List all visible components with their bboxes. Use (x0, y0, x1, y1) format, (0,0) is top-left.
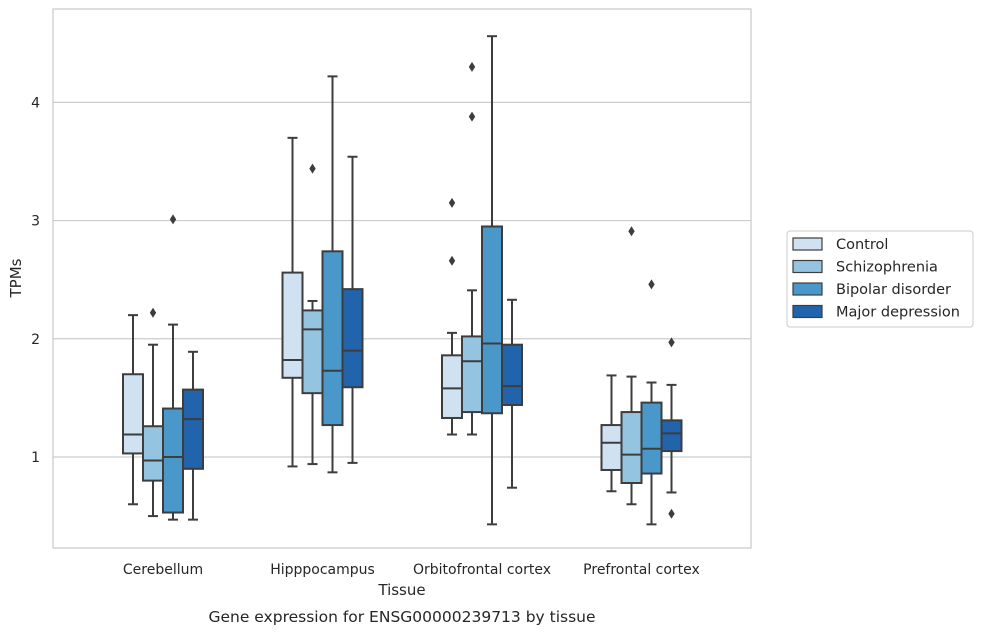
box-3-1 (162, 214, 184, 521)
box-2-4 (620, 226, 643, 506)
outlier-1 (468, 111, 476, 122)
outlier-1 (309, 163, 316, 174)
y-tick-label-2: 2 (31, 332, 40, 348)
box-body (321, 250, 344, 427)
box-body (341, 288, 364, 389)
outlier-2 (448, 197, 456, 208)
legend-item-3: Bipolar disorder (792, 282, 951, 298)
box-body (441, 354, 463, 419)
legend: Control Schizophrenia Bipolar disorder Majo… (786, 230, 974, 328)
x-axis-label: Tissue (377, 581, 425, 599)
y-axis-label: TPMs (7, 258, 25, 298)
y-tick-labels: 1 2 3 4 (31, 95, 40, 466)
outlier-2 (468, 61, 476, 72)
legend-item-4: Major depression (792, 304, 960, 321)
outlier-2 (668, 337, 675, 348)
box-1-3 (441, 197, 463, 436)
box-body (162, 407, 184, 514)
box-body (461, 335, 483, 414)
box-body (481, 225, 503, 415)
box-1-1 (122, 314, 144, 506)
box-body (301, 309, 324, 395)
legend-swatch (792, 304, 823, 319)
legend-label: Control (836, 237, 888, 253)
box-3-2 (321, 75, 344, 474)
box-body (501, 343, 523, 406)
box-body (660, 419, 683, 453)
chart-caption: Gene expression for ENSG00000239713 by t… (208, 608, 595, 626)
legend-item-2: Schizophrenia (792, 259, 938, 276)
box-1-2 (281, 136, 304, 468)
box-4-3 (501, 298, 523, 489)
y-tick-label-1: 1 (31, 450, 40, 466)
box-2-1 (142, 307, 164, 518)
outlier-1 (668, 508, 675, 519)
legend-frame (786, 230, 974, 328)
outlier-1 (648, 279, 655, 290)
box-4-2 (341, 155, 364, 464)
box-3-3 (481, 35, 503, 526)
x-tick-labels: Cerebellum Hipppocampus Orbitofrontal cort… (123, 562, 700, 578)
legend-swatch (792, 237, 823, 251)
box-4-1 (182, 350, 204, 521)
x-tick-label-4: Prefrontal cortex (583, 562, 700, 578)
legend-label: Schizophrenia (836, 260, 938, 276)
box-1-4 (600, 374, 623, 493)
box-body (640, 401, 663, 475)
box-body (600, 424, 623, 471)
x-tick-label-1: Cerebellum (123, 562, 203, 578)
outlier-1 (628, 226, 635, 237)
plot-area-frame (52, 8, 752, 549)
legend-label: Major depression (836, 305, 960, 321)
outlier-1 (149, 307, 157, 318)
box-4-4 (660, 337, 683, 519)
x-tick-label-3: Orbitofrontal cortex (413, 562, 551, 578)
boxes-layer (122, 35, 683, 526)
outlier-1 (169, 214, 177, 225)
box-3-4 (640, 279, 663, 526)
legend-item-1: Control (792, 237, 888, 253)
box-2-2 (301, 163, 324, 466)
legend-label: Bipolar disorder (836, 282, 951, 298)
box-body (620, 411, 643, 484)
y-tick-label-3: 3 (31, 214, 40, 230)
legend-swatch (792, 282, 823, 296)
legend-swatch (792, 259, 823, 274)
box-body (122, 373, 144, 455)
box-2-3 (461, 61, 483, 436)
y-tick-label-4: 4 (31, 95, 40, 111)
box-body (182, 388, 204, 470)
outlier-1 (448, 255, 456, 266)
box-body (281, 271, 304, 379)
x-tick-label-2: Hipppocampus (270, 562, 375, 578)
legend-items: Control Schizophrenia Bipolar disorder Majo… (792, 237, 960, 321)
box-body (142, 425, 164, 482)
